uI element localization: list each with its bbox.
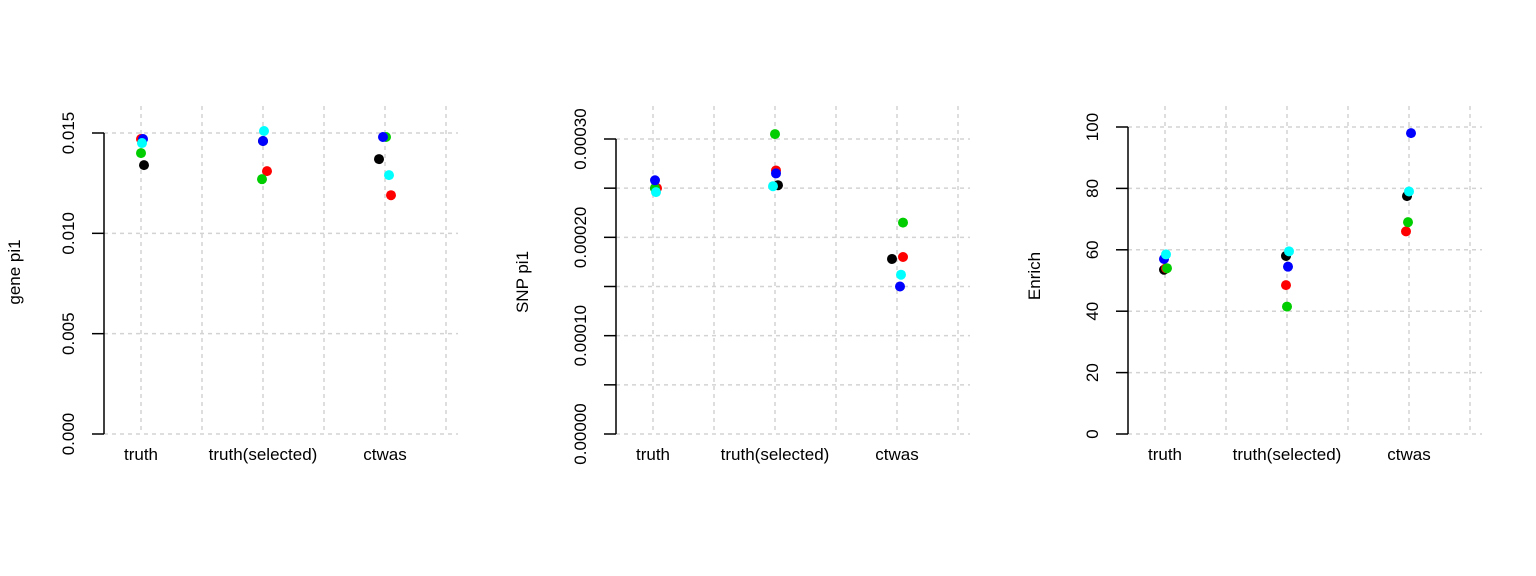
point-cyan-truthselected xyxy=(259,125,269,136)
y-tick-label: 80 xyxy=(1083,179,1102,198)
point-cyan-truthselected xyxy=(1284,246,1294,257)
y-tick-label: 0 xyxy=(1083,429,1102,438)
point-cyan-ctwas xyxy=(384,170,394,181)
x-tick-label: truth xyxy=(1148,445,1182,464)
point-cyan-ctwas xyxy=(896,269,906,280)
point-blue-truthselected xyxy=(1283,261,1293,272)
y-axis-title: SNP pi1 xyxy=(513,251,532,313)
chart-panel-2: 0.00000 0.00010 0.00020 0.00030 SNP pi1 truth… xyxy=(513,106,970,465)
point-blue-ctwas xyxy=(1406,128,1416,139)
point-green-truth xyxy=(136,148,146,159)
point-blue-truthselected xyxy=(771,168,781,179)
chart-panel-1: 0.000 0.005 0.010 0.015 gene pi1 truth truth(s… xyxy=(5,106,458,464)
chart-panel-3: 0 20 40 60 80 100 Enrich truth truth(selected) ct… xyxy=(1025,106,1482,464)
y-axis-title: Enrich xyxy=(1025,252,1044,300)
point-green-truthselected xyxy=(257,174,267,185)
point-red-ctwas xyxy=(386,190,396,201)
point-green-truthselected xyxy=(1282,301,1292,312)
point-cyan-ctwas xyxy=(1404,186,1414,197)
x-tick-label: truth(selected) xyxy=(209,445,318,464)
y-tick-label: 0.000 xyxy=(59,413,78,456)
point-green-ctwas xyxy=(1403,217,1413,228)
y-tick-label: 0.00020 xyxy=(571,207,590,268)
y-tick-label: 60 xyxy=(1083,240,1102,259)
point-blue-ctwas xyxy=(895,281,905,292)
point-red-ctwas xyxy=(1401,226,1411,237)
y-axis-title: gene pi1 xyxy=(5,239,24,304)
y-tick-label: 0.00010 xyxy=(571,305,590,366)
point-black-ctwas xyxy=(374,154,384,165)
y-tick-label: 0.00000 xyxy=(571,403,590,464)
point-red-truthselected xyxy=(1281,280,1291,291)
point-black-truth xyxy=(139,160,149,171)
point-blue-truthselected xyxy=(258,136,268,147)
y-tick-label: 0.015 xyxy=(59,112,78,155)
x-tick-label: truth xyxy=(124,445,158,464)
point-blue-ctwas xyxy=(378,132,388,143)
x-tick-label: truth(selected) xyxy=(721,445,830,464)
y-tick-label: 40 xyxy=(1083,302,1102,321)
point-cyan-truth xyxy=(137,138,147,149)
point-green-truth xyxy=(1162,263,1172,274)
x-tick-label: truth xyxy=(636,445,670,464)
y-tick-label: 0.00030 xyxy=(571,108,590,169)
y-tick-label: 100 xyxy=(1083,113,1102,141)
x-tick-label: truth(selected) xyxy=(1233,445,1342,464)
x-tick-label: ctwas xyxy=(875,445,918,464)
point-cyan-truth xyxy=(1161,249,1171,260)
x-tick-label: ctwas xyxy=(1387,445,1430,464)
y-tick-label: 0.005 xyxy=(59,312,78,355)
y-tick-label: 20 xyxy=(1083,363,1102,382)
point-blue-truth xyxy=(650,175,660,186)
x-tick-label: ctwas xyxy=(363,445,406,464)
point-red-truthselected xyxy=(262,166,272,177)
point-green-ctwas xyxy=(898,217,908,228)
y-tick-label: 0.010 xyxy=(59,212,78,255)
point-cyan-truth xyxy=(651,187,661,198)
point-red-ctwas xyxy=(898,252,908,262)
point-black-ctwas xyxy=(887,253,897,264)
point-green-truthselected xyxy=(770,129,780,140)
point-cyan-truthselected xyxy=(768,181,778,192)
